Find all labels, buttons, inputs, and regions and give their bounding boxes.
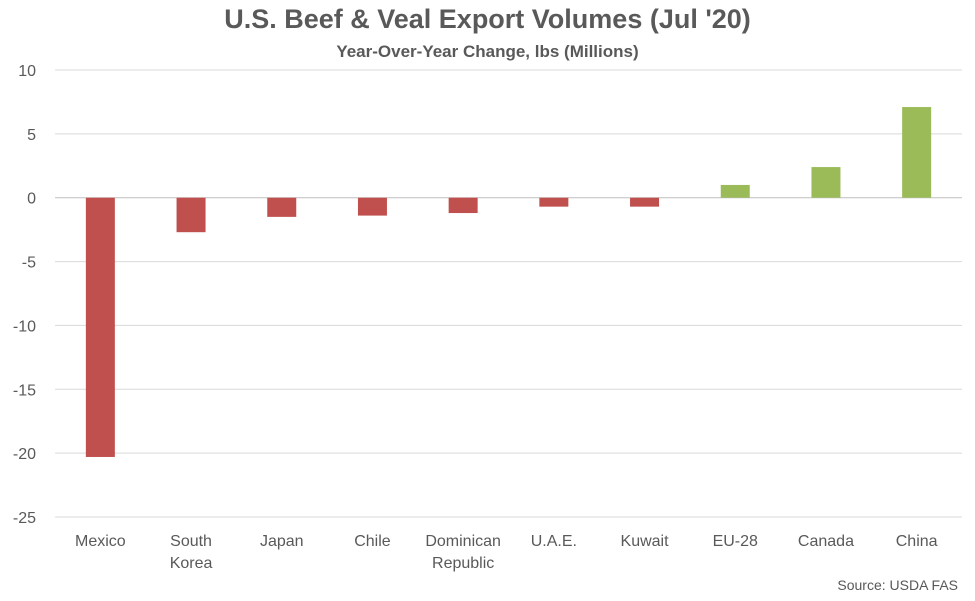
x-category-label: Japan xyxy=(260,533,304,550)
source-note: Source: USDA FAS xyxy=(837,577,958,593)
gridlines xyxy=(55,69,962,518)
chart-title: U.S. Beef & Veal Export Volumes (Jul '20… xyxy=(224,4,751,34)
y-tick-label: -5 xyxy=(22,255,36,272)
bar-mexico xyxy=(85,197,115,457)
bar-u-a-e xyxy=(539,197,569,207)
y-tick-label: 0 xyxy=(27,191,36,208)
y-tick-label: -25 xyxy=(13,510,36,527)
chart-subtitle: Year-Over-Year Change, lbs (Millions) xyxy=(336,42,639,61)
bar-china xyxy=(902,107,932,198)
x-category-label: Mexico xyxy=(75,533,126,550)
x-category-label: China xyxy=(896,533,938,550)
y-tick-label: -10 xyxy=(13,318,36,335)
x-category-label: Chile xyxy=(354,533,391,550)
bar-eu-28 xyxy=(720,184,750,198)
x-category-label: South Korea xyxy=(170,533,213,572)
y-tick-label: 5 xyxy=(27,127,36,144)
y-tick-label: 10 xyxy=(18,63,36,80)
bar-canada xyxy=(811,167,841,198)
bar-south-korea xyxy=(176,197,206,233)
x-category-label: Canada xyxy=(798,533,854,550)
y-tick-label: -20 xyxy=(13,446,36,463)
x-category-label: U.A.E. xyxy=(531,533,577,550)
x-category-label: Kuwait xyxy=(621,533,670,550)
bars xyxy=(85,107,932,457)
x-category-label: Dominican Republic xyxy=(425,533,501,572)
bar-japan xyxy=(267,197,297,217)
x-axis-category-labels: Mexico South Korea Japan Chile Dominican Repub… xyxy=(75,533,938,572)
y-axis-tick-labels: 10 5 0 -5 -10 -15 -20 -25 xyxy=(13,63,36,527)
y-tick-label: -15 xyxy=(13,382,36,399)
bar-kuwait xyxy=(630,197,660,207)
bar-chile xyxy=(357,197,387,216)
bar-dominican-republic xyxy=(448,197,478,214)
x-category-label: EU-28 xyxy=(713,533,758,550)
